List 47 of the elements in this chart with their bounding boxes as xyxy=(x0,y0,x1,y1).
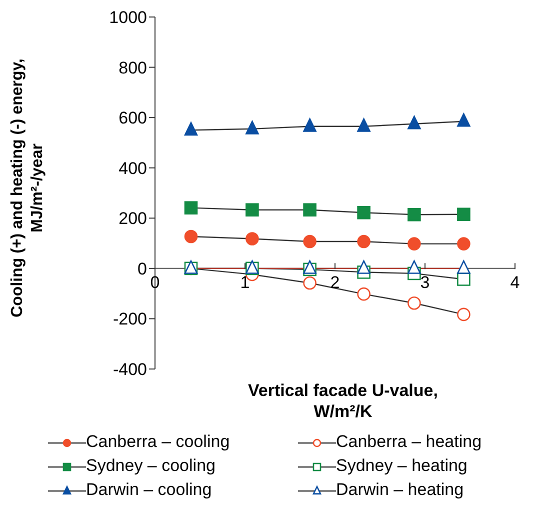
point xyxy=(246,120,259,134)
point xyxy=(357,118,370,132)
x-axis-title: Vertical facade U-value, W/m²/K xyxy=(247,380,439,422)
point xyxy=(457,272,470,286)
y-tick-label: 400 xyxy=(118,158,147,178)
legend-label: Canberra – cooling xyxy=(86,432,230,451)
y-tick-label: 800 xyxy=(118,58,147,78)
y-axis-title: Cooling (+) and heating (-) energy, MJ/m²-/year xyxy=(8,58,47,318)
y-tick-label: 600 xyxy=(118,108,147,128)
x-tick-label: 4 xyxy=(510,273,520,292)
legend-label: Canberra – heating xyxy=(336,432,482,451)
y-tick-label: -200 xyxy=(112,310,147,329)
x-tick-label: 1 xyxy=(240,273,250,292)
point xyxy=(408,116,421,130)
point xyxy=(357,206,370,220)
point xyxy=(357,260,370,274)
point xyxy=(457,237,470,250)
legend-label: Sydney – heating xyxy=(336,456,468,475)
x-tick-label: 3 xyxy=(420,273,430,292)
y-tick-label: 1000 xyxy=(109,8,147,28)
point xyxy=(457,260,470,274)
point xyxy=(457,308,470,322)
point xyxy=(303,260,316,274)
point xyxy=(246,232,259,246)
point xyxy=(184,230,198,244)
legend-label: Darwin – heating xyxy=(336,480,464,499)
point xyxy=(303,234,316,248)
point xyxy=(303,118,316,132)
point xyxy=(457,208,470,222)
point xyxy=(303,276,316,290)
point xyxy=(408,208,421,222)
point xyxy=(357,234,370,248)
point xyxy=(184,201,198,214)
legend-label: Darwin – cooling xyxy=(86,480,212,499)
point xyxy=(184,122,198,136)
point xyxy=(408,260,421,274)
y-tick-label: 200 xyxy=(118,209,147,228)
y-tick-label: -400 xyxy=(112,360,147,380)
point xyxy=(457,113,470,127)
point xyxy=(246,203,259,216)
point xyxy=(408,237,421,250)
y-tick-label: 0 xyxy=(138,259,147,278)
x-tick-label: 2 xyxy=(330,273,340,292)
point xyxy=(303,203,316,216)
point xyxy=(357,287,370,301)
point xyxy=(408,296,421,310)
legend-label: Sydney – cooling xyxy=(86,456,216,475)
